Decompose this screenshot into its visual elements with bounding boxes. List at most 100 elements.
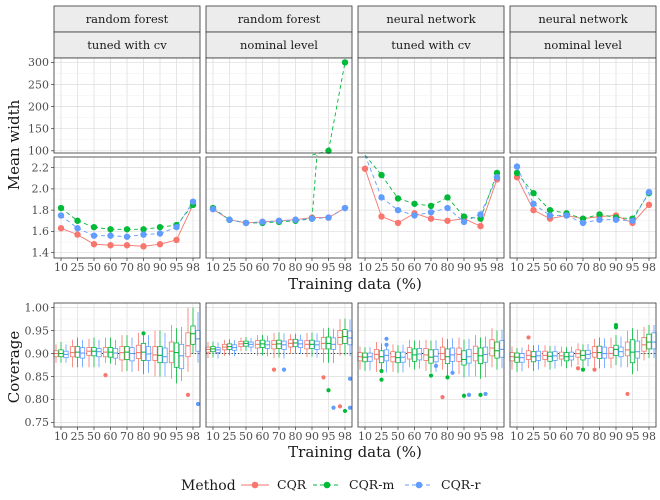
width-point-cqr-r-2-4: [427, 209, 435, 216]
width-point-cqr-r-1-1: [226, 216, 233, 223]
width-point-upper-cqr-m-1-8: [341, 59, 349, 66]
xtick-label-0-0-8: 98: [186, 261, 200, 274]
strip-model-label-1: random forest: [238, 12, 321, 26]
xtick-label-1-1-8: 98: [338, 430, 352, 443]
width-point-cqr-r-0-3: [107, 232, 114, 239]
width-point-cqr-2-1: [378, 213, 385, 220]
width-point-cqr-r-1-0: [209, 205, 217, 213]
width-point-cqr-r-0-6: [156, 230, 164, 237]
box-cqr-m-3-6: [613, 344, 619, 356]
xtick-label-1-0-8: 98: [186, 430, 200, 443]
strip-setting-label-3: nominal level: [544, 38, 622, 52]
width-point-cqr-2-0: [361, 165, 369, 172]
box-outlier-cqr-3-5-0: [592, 367, 597, 372]
width-point-cqr-r-3-0: [513, 163, 521, 170]
width-point-cqr-r-3-3: [563, 212, 570, 219]
width-point-cqr-r-1-8: [341, 204, 349, 212]
legend-label-cqr-r: CQR-r: [441, 477, 480, 492]
width-point-cqr-m-3-2: [546, 206, 554, 214]
xtick-label-1-3-4: 70: [576, 430, 590, 443]
box-cqr-m-2-6: [461, 350, 467, 366]
width-point-cqr-r-0-4: [123, 233, 131, 240]
box-outlier-cqr-r-1-7-0: [331, 405, 336, 410]
box-outlier-cqr-m-3-6-1: [613, 325, 619, 330]
xtick-label-0-0-1: 25: [71, 261, 85, 274]
ytick-cover-label-2: 0.85: [25, 370, 50, 383]
xtick-label-0-1-8: 98: [338, 261, 352, 274]
facet-strips: random forest tuned with cv random forest n…: [53, 5, 657, 59]
box-cqr-m-2-8: [494, 341, 500, 359]
xtick-label-1-0-5: 80: [137, 430, 151, 443]
box-outlier-cqr-m-0-5-0: [141, 331, 146, 336]
width-point-cqr-r-2-6: [460, 218, 468, 226]
xtick-label-1-0-6: 90: [153, 430, 167, 443]
ytick-lower-label-1: 1.6: [32, 225, 50, 238]
strip-setting-3: [509, 31, 657, 59]
box-outlier-cqr-3-4-0: [575, 366, 581, 371]
xtick-label-1-0-4: 70: [120, 430, 134, 443]
legend-key-cqr-m-dot: [323, 481, 331, 489]
width-point-cqr-m-2-4: [427, 202, 435, 210]
legend-key-cqr-r-dot: [415, 481, 423, 489]
legend-item-cqr: CQR: [241, 477, 307, 492]
box-outlier-cqr-3-1-0: [526, 335, 531, 340]
width-seg-cqr-r-3-1: [533, 203, 551, 216]
box-cqr-2-3: [406, 347, 413, 360]
width-point-cqr-r-0-1: [74, 225, 81, 232]
xtick-label-1-1-4: 70: [272, 430, 286, 443]
ytick-cover-label-4: 0.95: [25, 324, 50, 337]
width-seg-cqr-m-2-1: [381, 174, 399, 199]
box-outlier-cqr-m-1-7-0: [326, 388, 331, 393]
xtick-label-1-2-4: 70: [424, 430, 438, 443]
ytick-cover-label-3: 0.90: [25, 347, 50, 360]
ytick-upper-label-1: 150: [28, 122, 49, 135]
box-outlier-cqr-2-5-0: [440, 395, 445, 400]
width-point-cqr-m-2-1: [378, 171, 385, 179]
box-cqr-r-0-8: [195, 330, 201, 352]
box-outlier-cqr-m-2-6-0: [461, 393, 467, 398]
box-outlier-cqr-r-2-7-0: [483, 391, 488, 397]
legend-label-cqr: CQR: [277, 477, 307, 492]
box-cqr-m-0-6: [157, 346, 163, 364]
box-outlier-cqr-m-3-4-0: [580, 367, 586, 372]
width-point-cqr-r-1-6: [308, 215, 316, 222]
width-point-cqr-m-2-5: [444, 194, 451, 201]
xtick-label-1-2-0: 10: [358, 430, 372, 443]
xtick-label-0-3-4: 70: [576, 261, 590, 274]
ytick-upper-label-3: 250: [28, 78, 49, 91]
box-outlier-cqr-0-8-0: [185, 392, 191, 397]
coverage-y-axis-title: Coverage: [5, 331, 23, 404]
width-point-cqr-m-3-1: [530, 189, 537, 197]
xtick-label-1-1-5: 80: [289, 430, 303, 443]
strip-model-label-0: random forest: [86, 12, 169, 26]
box-outlier-cqr-1-7-0: [321, 375, 326, 380]
width-point-cqr-m-3-0: [513, 169, 521, 177]
panel-border-0-1: [205, 57, 353, 154]
width-point-cqr-0-6: [156, 240, 164, 248]
width-point-cqr-r-0-0: [57, 212, 65, 219]
xtick-label-0-0-7: 95: [170, 261, 184, 274]
ytick-upper-label-2: 200: [28, 100, 49, 113]
box-outlier-cqr-r-0-8-0: [195, 401, 201, 407]
width-point-cqr-m-3-5: [596, 211, 603, 218]
width-seg-cqr-0-7: [176, 204, 194, 241]
width-point-cqr-r-0-7: [173, 223, 180, 231]
xtick-label-0-2-6: 90: [457, 261, 471, 274]
width-point-cqr-r-2-3: [411, 212, 418, 219]
xtick-label-1-0-7: 95: [170, 430, 184, 443]
xtick-label-0-3-7: 95: [626, 261, 640, 274]
width-seg-cqr-m-2-5: [447, 197, 465, 217]
xtick-label-0-1-0: 10: [206, 261, 220, 274]
xtick-label-1-3-7: 95: [626, 430, 640, 443]
box-cqr-0-4: [119, 346, 125, 361]
width-point-cqr-m-0-0: [57, 204, 65, 212]
xtick-label-0-2-4: 70: [424, 261, 438, 274]
ytick-cover-label-5: 1.00: [25, 301, 50, 314]
width-seg-upper-cqr-m-1-7: [328, 62, 346, 151]
width-seg-cqr-r-2-0: [364, 154, 382, 198]
strip-setting-label-1: nominal level: [240, 38, 318, 52]
legend: Method CQR CQR-m CQR-r: [181, 477, 480, 494]
xtick-label-1-0-1: 25: [71, 430, 85, 443]
box-cqr-m-0-7: [173, 342, 180, 368]
xtick-label-1-0-0: 10: [54, 430, 68, 443]
